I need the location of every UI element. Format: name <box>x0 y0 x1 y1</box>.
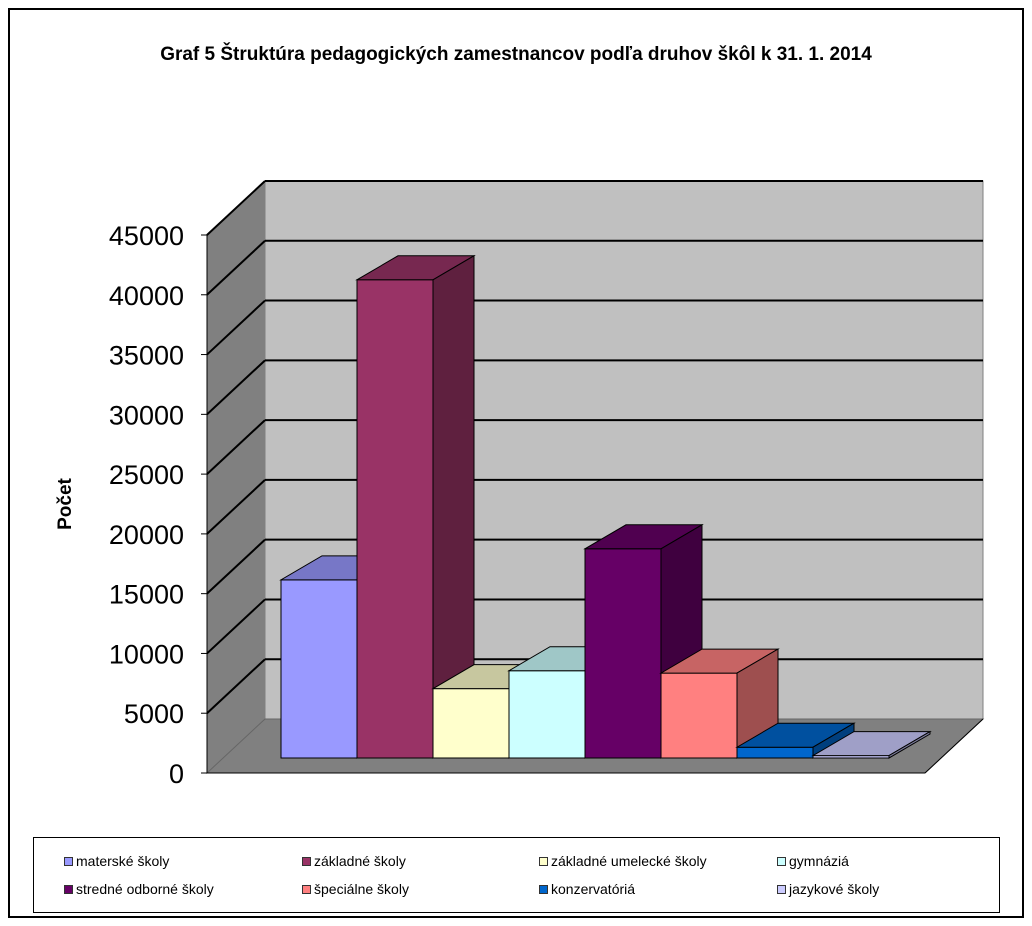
gridline-side <box>206 419 266 475</box>
y-axis-label: Počet <box>55 477 76 529</box>
legend-swatch <box>777 884 786 894</box>
legend-label: materské školy <box>76 853 170 869</box>
y-tick-label: 40000 <box>109 281 184 311</box>
chart-title: Graf 5 Štruktúra pedagogických zamestnan… <box>160 44 872 65</box>
chart-legend: materské školy základné školy základné ume… <box>33 837 1000 913</box>
gridline-side <box>206 598 266 655</box>
legend-item: jazykové školy <box>777 881 879 897</box>
legend-swatch <box>302 884 311 894</box>
legend-label: konzervatóriá <box>551 881 636 897</box>
bar-6 <box>660 672 738 759</box>
legend-item: základné školy <box>302 853 406 869</box>
gridline-side <box>206 299 266 356</box>
legend-swatch <box>302 856 311 866</box>
legend-label: špeciálne školy <box>314 881 409 897</box>
bar-3 <box>432 688 510 759</box>
bar-7 <box>736 746 814 759</box>
legend-label: základné umelecké školy <box>551 853 707 869</box>
legend-swatch <box>64 884 73 894</box>
legend-item: stredné odborné školy <box>64 881 214 897</box>
legend-swatch <box>539 884 548 894</box>
gridline-side <box>206 359 266 416</box>
bar-5 <box>584 548 662 759</box>
legend-swatch <box>777 856 786 866</box>
y-tick-label: 0 <box>169 759 184 789</box>
y-tick-label: 25000 <box>109 460 184 490</box>
legend-label: jazykové školy <box>789 881 880 897</box>
y-tick-label: 20000 <box>109 520 184 550</box>
y-tick-label: 5000 <box>124 699 184 729</box>
y-tick-label: 45000 <box>109 221 184 251</box>
legend-label: základné školy <box>314 853 406 869</box>
gridline-side <box>206 658 266 714</box>
y-tick-label: 15000 <box>109 580 184 610</box>
y-tick-label: 35000 <box>109 341 184 371</box>
legend-item: špeciálne školy <box>302 881 409 897</box>
y-tick-label: 10000 <box>109 639 184 669</box>
side-wall <box>206 179 266 775</box>
legend-item: materské školy <box>64 853 169 869</box>
gridline-side <box>206 479 266 535</box>
legend-item: konzervatóriá <box>539 881 635 897</box>
bar-side-8 <box>888 730 931 759</box>
legend-swatch <box>64 856 73 866</box>
legend-swatch <box>539 856 548 866</box>
bar-1 <box>280 579 358 759</box>
legend-label: gymnáziá <box>789 853 849 869</box>
bar-4 <box>508 670 586 759</box>
x-axis-depth-line <box>924 718 984 774</box>
gridline-side <box>206 538 266 595</box>
legend-item: základné umelecké školy <box>539 853 707 869</box>
legend-label: stredné odborné školy <box>76 881 214 897</box>
gridline-side <box>206 240 266 296</box>
bar-2 <box>356 279 434 759</box>
y-tick-label: 30000 <box>109 400 184 430</box>
gridline-side <box>206 180 266 236</box>
legend-item: gymnáziá <box>777 853 849 869</box>
